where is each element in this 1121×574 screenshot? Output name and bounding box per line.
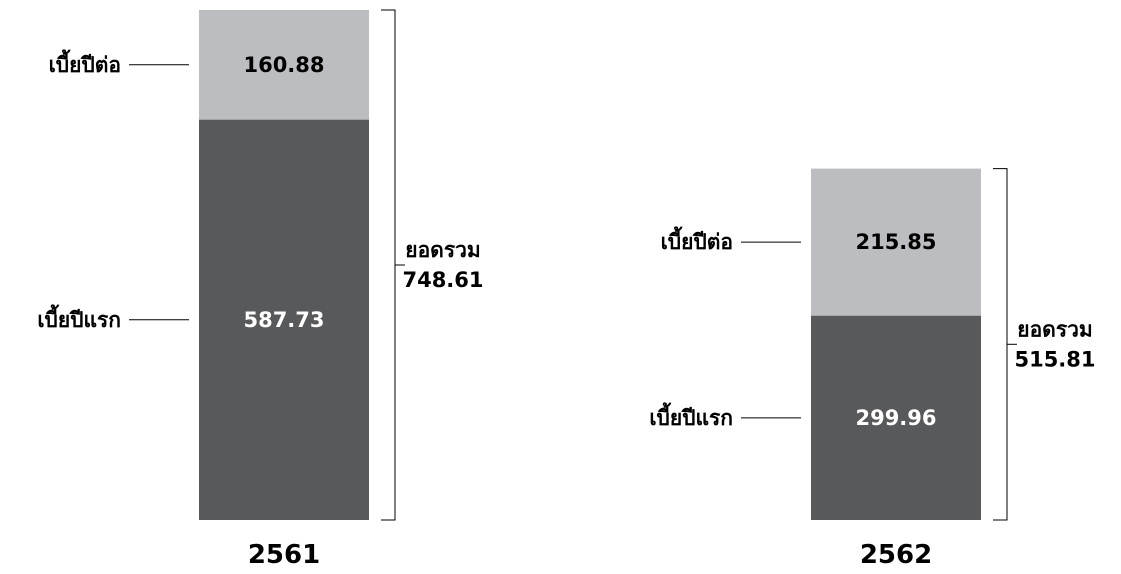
x-tick-label: 2561 — [248, 540, 320, 570]
bar-segment-2562-renewal — [811, 168, 981, 316]
value-label: 587.73 — [243, 308, 324, 332]
bar-segment-2561-renewal — [199, 10, 369, 120]
value-label: 215.85 — [855, 230, 936, 254]
total-label: ยอดรวม — [1017, 317, 1092, 341]
total-value: 748.61 — [402, 268, 483, 292]
total-label: ยอดรวม — [405, 238, 480, 262]
total-value: 515.81 — [1014, 347, 1095, 371]
x-tick-label: 2562 — [860, 540, 932, 570]
value-label: 299.96 — [855, 406, 936, 430]
bar-segment-2562-first-year — [811, 315, 981, 520]
series-label: เบี้ยปีแรก — [37, 304, 121, 332]
total-bracket — [381, 9, 396, 521]
bar-segment-2561-first-year — [199, 119, 369, 520]
series-label: เบี้ยปีแรก — [649, 402, 733, 430]
total-bracket — [993, 168, 1008, 521]
series-label: เบี้ยปีต่อ — [661, 226, 733, 254]
value-label: 160.88 — [243, 53, 324, 77]
series-label: เบี้ยปีต่อ — [49, 49, 121, 77]
